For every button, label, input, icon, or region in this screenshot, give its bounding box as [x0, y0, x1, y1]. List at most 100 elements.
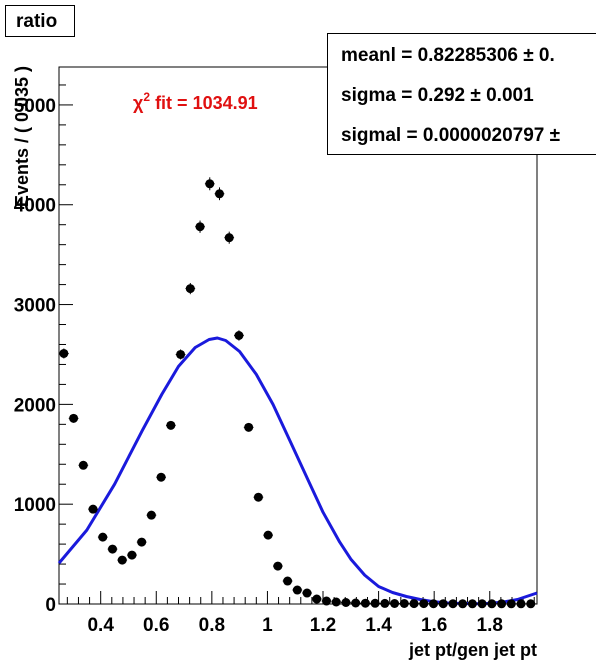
data-marker	[477, 599, 487, 609]
data-point	[302, 588, 312, 598]
data-marker	[419, 599, 429, 609]
data-marker	[302, 588, 312, 598]
data-point	[78, 460, 89, 470]
stat-sigma: sigma = 0.292 ± 0.001	[341, 85, 534, 106]
y-tick-label: 4000	[14, 196, 56, 217]
data-point	[370, 598, 380, 608]
data-point	[136, 537, 147, 547]
chi2-symbol: χ	[133, 93, 144, 113]
data-marker	[390, 599, 400, 609]
data-point	[428, 599, 439, 609]
data-marker	[137, 537, 147, 547]
y-tick-label: 3000	[14, 296, 56, 317]
data-point	[486, 599, 497, 609]
stat-meanl: meanl = 0.82285306 ± 0.	[341, 45, 555, 66]
data-marker	[117, 555, 127, 565]
y-tick-label: 1000	[14, 495, 56, 516]
data-marker	[224, 233, 234, 243]
data-point	[243, 422, 254, 432]
data-point	[292, 585, 303, 595]
data-marker	[497, 599, 507, 609]
data-marker	[321, 596, 331, 606]
data-marker	[234, 331, 244, 340]
plot-frame	[58, 66, 538, 605]
data-marker	[78, 460, 88, 470]
data-marker	[516, 599, 526, 609]
data-marker	[409, 599, 419, 609]
x-tick-label: 1.2	[310, 615, 336, 636]
chi2-superscript: 2	[143, 90, 150, 104]
data-point	[97, 532, 108, 542]
data-marker	[448, 599, 458, 609]
data-point	[127, 550, 137, 560]
data-point	[360, 598, 371, 608]
plot-title-box: ratio	[5, 5, 75, 37]
data-point	[263, 530, 273, 540]
data-point	[185, 282, 196, 295]
data-point	[253, 492, 264, 502]
data-point	[350, 598, 361, 608]
y-tick-label: 5000	[14, 96, 56, 117]
data-marker	[214, 189, 224, 199]
data-marker	[283, 576, 293, 586]
plot-border	[58, 66, 538, 605]
data-marker	[487, 599, 497, 609]
x-tick-label: 0.6	[143, 615, 169, 636]
data-marker	[88, 504, 98, 514]
data-marker	[467, 599, 477, 609]
data-marker	[253, 492, 263, 502]
data-point	[341, 598, 351, 608]
y-axis-title: Events / ( 0.035 )	[12, 66, 32, 207]
x-tick-label: 1.4	[365, 615, 392, 636]
data-point	[389, 599, 400, 609]
fit-curve-line	[57, 336, 538, 606]
data-marker	[506, 599, 516, 609]
data-marker	[428, 599, 438, 609]
data-marker	[292, 585, 302, 595]
data-point	[272, 561, 283, 571]
data-point	[448, 599, 458, 609]
data-point	[224, 231, 235, 244]
data-points	[59, 177, 536, 609]
chi2-value: fit = 1034.91	[150, 93, 258, 113]
data-point	[399, 599, 410, 609]
fit-stats-box: meanl = 0.82285306 ± 0. sigma = 0.292 ± …	[327, 33, 596, 155]
data-point	[165, 420, 176, 430]
data-marker	[370, 598, 380, 608]
data-point	[234, 330, 244, 341]
data-marker	[244, 422, 254, 432]
data-point	[117, 555, 128, 565]
data-point	[409, 599, 419, 609]
data-marker	[399, 599, 409, 609]
data-marker	[146, 510, 156, 520]
data-point	[214, 187, 225, 201]
fit-curve	[57, 336, 538, 606]
data-point	[204, 177, 215, 191]
data-point	[311, 594, 322, 604]
x-tick-label: 0.4	[87, 615, 114, 636]
chi2-fit-label: χ2 fit = 1034.91	[133, 90, 258, 113]
data-point	[321, 596, 332, 606]
x-tick-label: 1.6	[421, 615, 447, 636]
data-point	[418, 599, 429, 609]
data-marker	[351, 598, 361, 608]
x-tick-label: 1	[262, 615, 273, 636]
data-point	[195, 220, 205, 233]
data-marker	[458, 599, 468, 609]
data-point	[146, 510, 157, 520]
y-tick-label: 2000	[14, 395, 56, 416]
stat-sigmal: sigmal = 0.0000020797 ±	[341, 125, 561, 146]
data-marker	[127, 550, 137, 560]
data-marker	[98, 532, 108, 542]
data-marker	[380, 598, 390, 608]
x-tick-label: 1.8	[477, 615, 503, 636]
plot-title: ratio	[16, 11, 58, 32]
data-marker	[176, 349, 186, 359]
data-point	[331, 597, 342, 607]
x-axis: 0.4 0.6 0.8 1 1.2 1.4 1.6 1.8	[66, 591, 535, 636]
data-point	[175, 349, 186, 360]
data-point	[516, 599, 526, 609]
data-point	[467, 599, 478, 609]
data-marker	[263, 530, 273, 540]
